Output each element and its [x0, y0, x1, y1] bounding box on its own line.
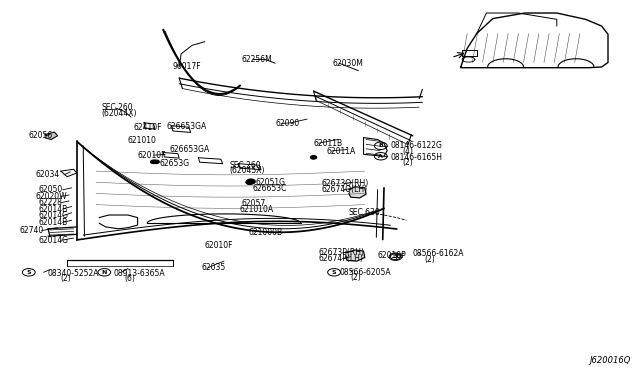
Text: 62228: 62228 — [38, 198, 62, 207]
Text: 08146-6165H: 08146-6165H — [390, 153, 442, 162]
Text: 96017F: 96017F — [173, 62, 202, 71]
Text: (62045X): (62045X) — [229, 166, 264, 175]
Text: 62014B: 62014B — [38, 205, 68, 214]
Text: (2): (2) — [61, 274, 72, 283]
Text: SEC.630: SEC.630 — [349, 208, 381, 217]
Text: 62057: 62057 — [242, 199, 266, 208]
Text: 62014G: 62014G — [38, 211, 68, 220]
Circle shape — [310, 155, 317, 159]
Text: 08566-6205A: 08566-6205A — [339, 268, 391, 277]
Circle shape — [246, 179, 255, 184]
Text: 62056: 62056 — [29, 131, 53, 140]
Text: 08913-6365A: 08913-6365A — [114, 269, 166, 278]
Text: 621010A: 621010A — [240, 205, 274, 214]
Text: (2): (2) — [424, 255, 435, 264]
Text: A: A — [378, 154, 383, 159]
Text: S: S — [26, 270, 31, 275]
Text: 62740: 62740 — [19, 226, 44, 235]
Text: 62050: 62050 — [38, 185, 63, 194]
Circle shape — [246, 180, 253, 185]
Text: 62010F: 62010F — [205, 241, 234, 250]
Text: 62674P(LH): 62674P(LH) — [319, 254, 364, 263]
Text: S: S — [332, 270, 337, 275]
Polygon shape — [45, 132, 58, 140]
Text: 626653GA: 626653GA — [166, 122, 207, 131]
Text: 62034: 62034 — [35, 170, 60, 179]
Text: 62010F: 62010F — [138, 151, 166, 160]
Text: 62090: 62090 — [275, 119, 300, 128]
Text: B: B — [378, 143, 383, 148]
Text: 62011B: 62011B — [314, 139, 343, 148]
Text: 08146-6122G: 08146-6122G — [390, 141, 442, 150]
Text: 621000B: 621000B — [248, 228, 282, 237]
Text: 62653G: 62653G — [160, 159, 190, 168]
Text: 62673P(RH): 62673P(RH) — [319, 248, 365, 257]
Text: 62673Q(RH): 62673Q(RH) — [321, 179, 369, 188]
Text: N: N — [102, 270, 107, 275]
Text: SEC.260: SEC.260 — [101, 103, 132, 112]
Text: 621010: 621010 — [128, 136, 157, 145]
Text: 08340-5252A: 08340-5252A — [48, 269, 99, 278]
Text: 62014B: 62014B — [38, 218, 68, 227]
Circle shape — [150, 160, 157, 164]
Text: 62020W: 62020W — [35, 192, 67, 201]
Text: 626653C: 626653C — [253, 184, 287, 193]
Text: 62035: 62035 — [202, 263, 226, 272]
Text: S: S — [393, 254, 398, 259]
Polygon shape — [349, 187, 366, 198]
Text: 62014G: 62014G — [38, 236, 68, 245]
Text: 62010P: 62010P — [378, 251, 406, 260]
Text: (2): (2) — [402, 158, 413, 167]
Text: SEC.260: SEC.260 — [229, 161, 260, 170]
Text: 62256M: 62256M — [242, 55, 273, 64]
Text: (2): (2) — [351, 273, 362, 282]
Text: (62044X): (62044X) — [101, 109, 136, 118]
Text: 62030M: 62030M — [333, 59, 364, 68]
Text: J620016Q: J620016Q — [589, 356, 630, 365]
Text: (4): (4) — [402, 147, 413, 156]
Text: 62011A: 62011A — [326, 147, 356, 155]
Text: 626653GA: 626653GA — [170, 145, 210, 154]
Text: 62051G: 62051G — [256, 178, 286, 187]
Text: 62674Q(LH): 62674Q(LH) — [321, 185, 367, 194]
Circle shape — [153, 160, 159, 164]
Text: 62410F: 62410F — [133, 123, 162, 132]
Polygon shape — [346, 250, 365, 261]
Text: 08566-6162A: 08566-6162A — [413, 249, 464, 258]
Text: (6): (6) — [125, 274, 136, 283]
